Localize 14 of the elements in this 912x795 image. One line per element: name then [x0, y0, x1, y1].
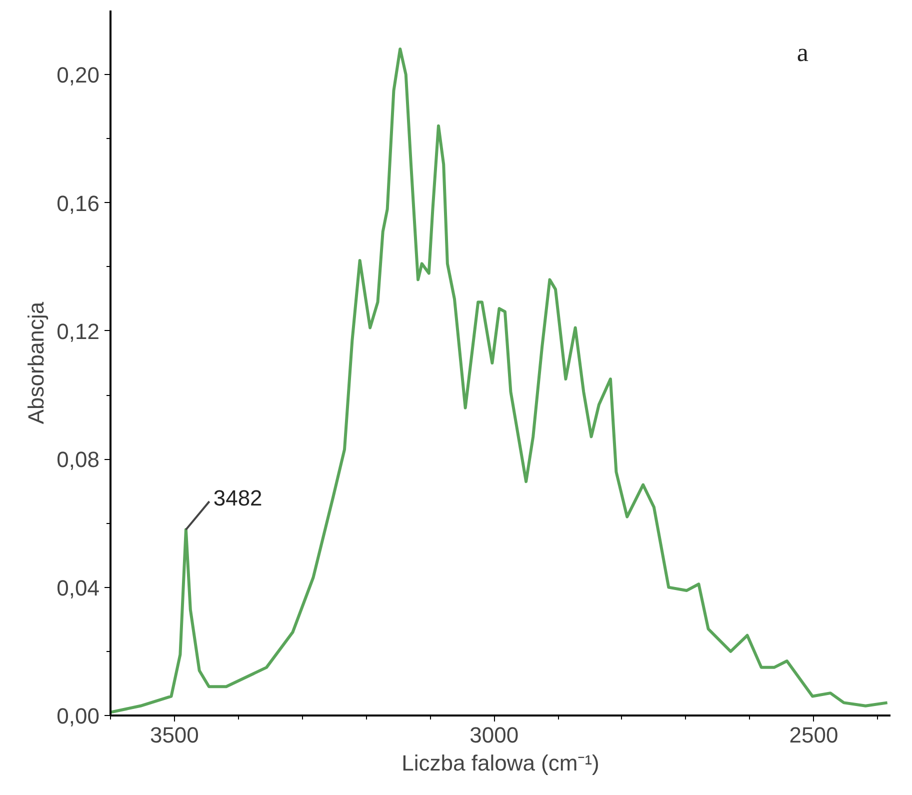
y-tick-label: 0,16	[56, 190, 100, 216]
x-tick-label: 3000	[470, 722, 519, 748]
y-tick-label: 0,04	[56, 575, 100, 600]
line-series	[110, 47, 889, 714]
y-tick-label: 0,08	[56, 447, 100, 472]
y-axis-title: Absorbancja	[24, 301, 49, 424]
x-tick-label: 3500	[150, 722, 199, 748]
annotation: 3482	[213, 485, 262, 510]
x-axis-title: Liczba falowa (cm⁻¹)	[402, 750, 600, 776]
y-tick-label: 0,20	[56, 62, 100, 88]
y-tick-label: 0,00	[56, 704, 100, 728]
y-tick-label: 0,12	[56, 318, 100, 344]
annotation: a	[796, 38, 809, 67]
x-tick-label: 2500	[789, 722, 838, 748]
